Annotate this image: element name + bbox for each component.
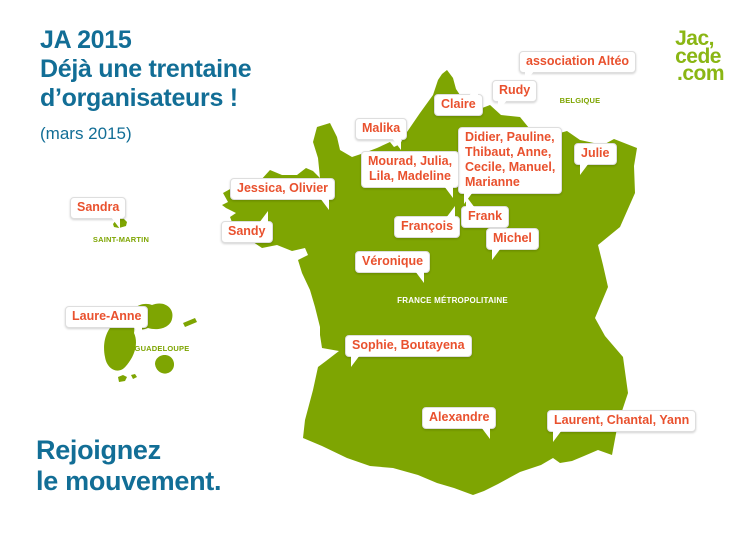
callout-text: Sophie, Boutayena [352, 338, 465, 352]
title-line-1: JA 2015 [40, 26, 132, 54]
basse-terre-outline [104, 318, 137, 371]
callout-text: Rudy [499, 83, 531, 97]
callout-text: Jessica, Olivier [237, 181, 329, 195]
callout-malika: Malika [355, 118, 408, 150]
title-line-2: Déjà une trentaine [40, 55, 252, 83]
jaccede-logo: Jac, cede .com [675, 27, 725, 85]
callout-text: Mourad, Julia, [368, 154, 453, 168]
callout-text: Marianne [465, 175, 520, 189]
callout-text: Lila, Madeline [369, 169, 451, 183]
callout-claire: Claire [434, 84, 483, 116]
callout-text: Sandy [228, 224, 266, 238]
callout-text: Laure-Anne [72, 309, 142, 323]
callout-association-alteo: association Altéo [519, 51, 637, 83]
logo-line-1: Jac, [675, 27, 714, 50]
callout-didier-group: Didier, Pauline, Thibaut, Anne, Cecile, … [458, 127, 563, 204]
callout-text: Michel [493, 231, 532, 245]
callout-text: François [401, 219, 454, 233]
callout-text: Claire [441, 97, 476, 111]
callout-mourad-group: Mourad, Julia, Lila, Madeline [361, 151, 460, 198]
callout-text: Malika [362, 121, 401, 135]
callout-text: Didier, Pauline, [465, 130, 555, 144]
callout-text: association Altéo [526, 54, 630, 68]
callout-text: Thibaut, Anne, [465, 145, 552, 159]
france-map [222, 70, 637, 495]
callout-laure-anne: Laure-Anne [65, 306, 149, 338]
callout-text: Alexandre [429, 410, 490, 424]
subtitle-date: (mars 2015) [40, 124, 132, 143]
callout-alexandre: Alexandre [422, 407, 497, 439]
desirade-outline [183, 318, 197, 327]
callout-sandy: Sandy [221, 211, 273, 243]
logo-line-2: cede [675, 44, 721, 68]
cta-line-2: le mouvement. [36, 466, 222, 496]
callout-text: Laurent, Chantal, Yann [554, 413, 690, 427]
callout-julie: Julie [574, 143, 617, 175]
callout-sandra: Sandra [70, 197, 127, 229]
callout-francois: François [394, 206, 461, 238]
cta-line-1: Rejoignez [36, 435, 161, 465]
callout-michel: Michel [486, 228, 539, 260]
callout-jessica-olivier: Jessica, Olivier [230, 178, 336, 210]
callout-veronique: Véronique [355, 251, 431, 283]
callout-rudy: Rudy [492, 80, 538, 112]
region-label-belgique: BELGIQUE [559, 96, 601, 105]
callout-text: Cecile, Manuel, [465, 160, 556, 174]
region-label-france-metropolitaine: FRANCE MÉTROPOLITAINE [397, 296, 508, 305]
callout-text: Sandra [77, 200, 120, 214]
cta-text: Rejoignez le mouvement. [36, 435, 221, 497]
callout-text: Véronique [362, 254, 424, 268]
marie-galante-outline [155, 354, 175, 374]
logo-line-3: .com [676, 62, 725, 85]
title-line-3: d’organisateurs ! [40, 84, 238, 112]
callout-laurent-group: Laurent, Chantal, Yann [547, 410, 697, 442]
region-label-guadeloupe: GUADELOUPE [134, 344, 190, 353]
les-saintes-outline [118, 374, 137, 382]
callout-text: Julie [581, 146, 610, 160]
page-title: JA 2015 Déjà une trentaine d’organisateu… [40, 26, 252, 113]
callout-sophie-boutayena: Sophie, Boutayena [345, 335, 472, 367]
region-label-saint-martin: SAINT-MARTIN [92, 235, 150, 244]
callout-frank: Frank [461, 196, 510, 228]
callout-text: Frank [468, 209, 503, 223]
